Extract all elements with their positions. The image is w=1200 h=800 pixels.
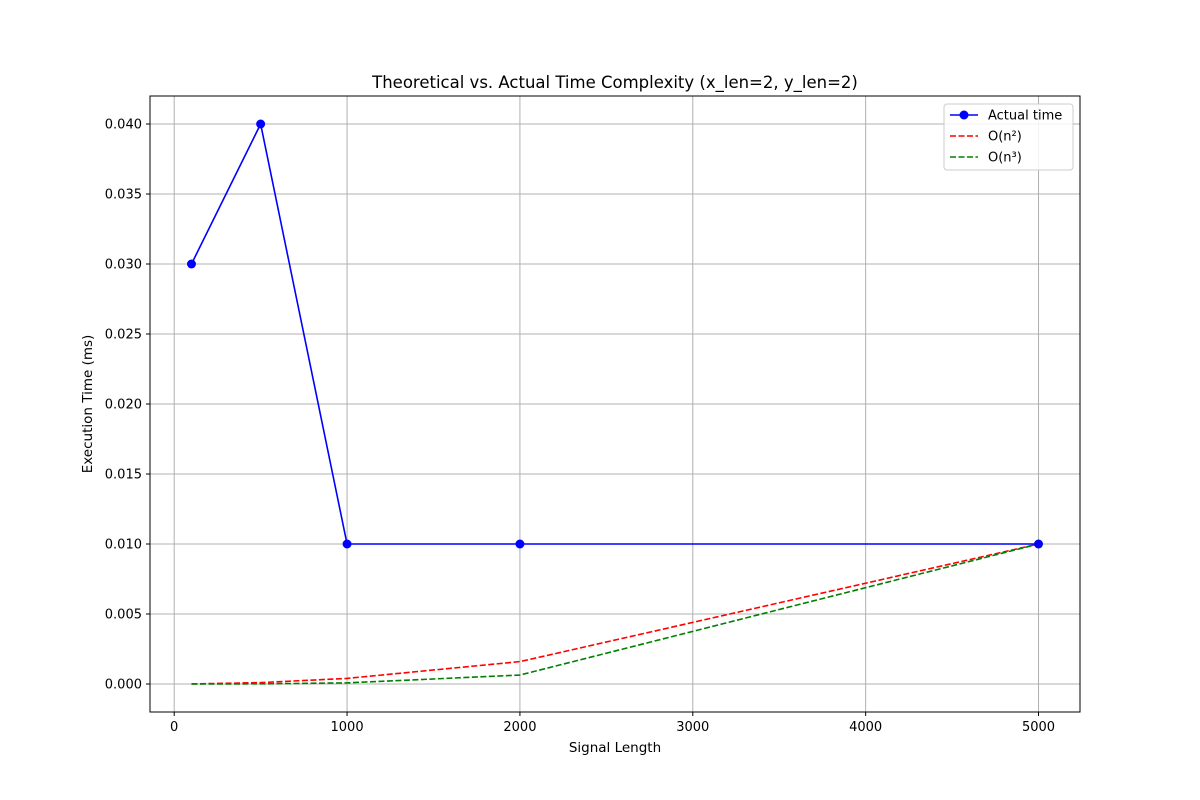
x-tick-label: 5000	[1022, 720, 1055, 735]
series-line	[191, 543, 1039, 685]
y-tick-label: 0.000	[105, 678, 142, 693]
series-line	[191, 543, 1039, 685]
legend-box	[943, 103, 1074, 171]
x-tick-label: 2000	[503, 720, 536, 735]
data-point	[186, 259, 196, 269]
legend-label: Actual time	[988, 109, 1062, 124]
series-o-n2	[191, 543, 1039, 685]
legend: Actual time O(n²) O(n³)	[943, 103, 1074, 171]
x-tick-label: 4000	[849, 720, 882, 735]
data-point	[256, 119, 266, 129]
y-tick-label: 0.040	[105, 118, 142, 133]
y-tick-label: 0.005	[105, 608, 142, 623]
x-tick-label: 0	[170, 720, 178, 735]
legend-item: Actual time	[950, 109, 1062, 124]
data-point	[1034, 539, 1044, 549]
legend-item: O(n²)	[950, 130, 1022, 145]
x-tick-label: 3000	[676, 720, 709, 735]
x-axis-label: Signal Length	[569, 740, 661, 756]
y-tick-label: 0.020	[105, 398, 142, 413]
legend-item: O(n³)	[950, 151, 1022, 166]
legend-marker	[959, 110, 969, 120]
y-tick-label: 0.015	[105, 468, 142, 483]
axis-ticks: 0 1000 2000 3000 4000 5000 0.000 0.005 0.010 0.01…	[105, 118, 1055, 736]
grid-lines	[150, 96, 1080, 712]
series-actual-time	[186, 119, 1044, 549]
y-tick-label: 0.010	[105, 538, 142, 553]
y-tick-label: 0.030	[105, 258, 142, 273]
y-axis-label: Execution Time (ms)	[80, 335, 96, 474]
series-layer	[186, 119, 1044, 685]
legend-label: O(n³)	[988, 151, 1022, 166]
data-point	[342, 539, 352, 549]
chart-title: Theoretical vs. Actual Time Complexity (…	[371, 73, 858, 93]
data-point	[515, 539, 525, 549]
y-tick-label: 0.035	[105, 188, 142, 203]
y-tick-label: 0.025	[105, 328, 142, 343]
x-tick-label: 1000	[331, 720, 364, 735]
series-o-n3	[191, 543, 1039, 685]
legend-label: O(n²)	[988, 130, 1022, 145]
